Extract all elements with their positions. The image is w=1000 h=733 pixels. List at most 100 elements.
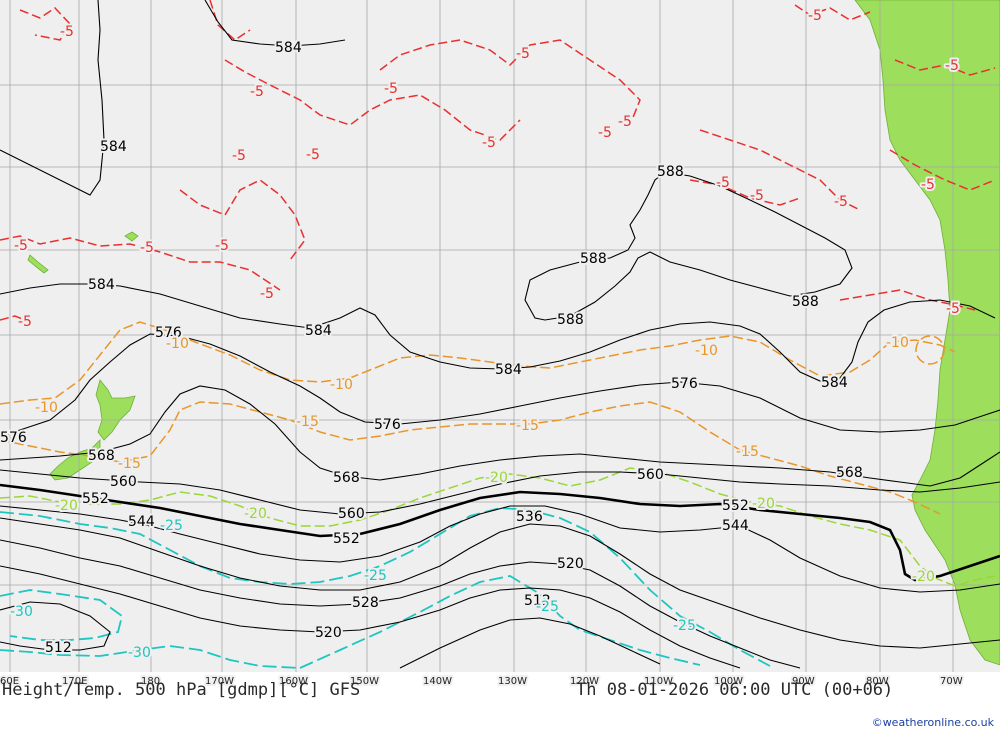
height-labels: 584 584 584 584 588 588 588 588 584 584 … bbox=[0, 38, 865, 658]
temp-label-minus10: -10 bbox=[886, 335, 909, 351]
temp-label-minus30: -30 bbox=[128, 645, 151, 661]
temp-label-minus5: -5 bbox=[945, 58, 959, 74]
isotherm-minus30-lines bbox=[0, 589, 124, 641]
height-label: 576 bbox=[155, 325, 182, 341]
height-contours bbox=[0, 0, 1000, 669]
height-label: 560 bbox=[637, 467, 664, 483]
height-label: 584 bbox=[275, 40, 302, 56]
height-label: 584 bbox=[88, 277, 115, 293]
height-label: 560 bbox=[110, 474, 137, 490]
temp-label-minus15: -15 bbox=[118, 456, 141, 472]
temp-label-minus20: -20 bbox=[485, 470, 508, 486]
height-label: 568 bbox=[836, 465, 863, 481]
longitude-label: 120W bbox=[570, 676, 599, 687]
longitude-label: 180 bbox=[141, 676, 160, 687]
fiji-island bbox=[124, 231, 139, 242]
temp-label-minus5: -5 bbox=[834, 194, 848, 210]
temp-label-minus30: -30 bbox=[10, 604, 33, 620]
temp-label-minus10: -10 bbox=[330, 377, 353, 393]
temp-label-minus5: -5 bbox=[215, 238, 229, 254]
map-title: Height/Temp. 500 hPa [gdmp][°C] GFS bbox=[2, 680, 361, 700]
land-masses bbox=[27, 0, 1000, 666]
temp-label-minus15: -15 bbox=[516, 418, 539, 434]
height-label: 584 bbox=[100, 139, 127, 155]
temperature-labels: -5 -5 -5 -5 -5 -5 -5 -5 -5 -5 -5 -5 -5 -… bbox=[8, 6, 962, 663]
height-label: 584 bbox=[305, 323, 332, 339]
longitude-labels: 60E 170E 180 170W 160W 150W 140W 130W 12… bbox=[0, 674, 965, 689]
temp-label-minus5: -5 bbox=[516, 46, 530, 62]
height-label: 552 bbox=[333, 531, 360, 547]
temp-label-minus5: -5 bbox=[808, 8, 822, 24]
longitude-label: 60E bbox=[0, 676, 19, 687]
height-label: 512 bbox=[524, 593, 551, 609]
temp-label-minus20: -20 bbox=[244, 506, 267, 522]
longitude-label: 170W bbox=[205, 676, 234, 687]
temp-label-minus5: -5 bbox=[140, 240, 154, 256]
temp-label-minus15: -15 bbox=[296, 414, 319, 430]
isotherm-minus20-lines bbox=[0, 467, 996, 587]
height-label: 520 bbox=[315, 625, 342, 641]
longitude-label: 170E bbox=[62, 676, 87, 687]
sea-background bbox=[0, 0, 1000, 672]
temp-label-minus25: -25 bbox=[364, 568, 387, 584]
contour-568 bbox=[0, 385, 1000, 487]
temp-label-minus5: -5 bbox=[482, 135, 496, 151]
temp-label-minus5: -5 bbox=[60, 24, 74, 40]
temp-label-minus5: -5 bbox=[716, 175, 730, 191]
height-label: 568 bbox=[88, 448, 115, 464]
longitude-label: 130W bbox=[498, 676, 527, 687]
temp-label-minus25: -25 bbox=[160, 518, 183, 534]
new-zealand-north-island bbox=[95, 379, 136, 441]
new-caledonia bbox=[27, 254, 49, 274]
height-label: 568 bbox=[333, 470, 360, 486]
longitude-label: 90W bbox=[792, 676, 815, 687]
contour-512-west bbox=[0, 601, 111, 651]
height-label: 588 bbox=[657, 164, 684, 180]
height-label: 584 bbox=[495, 362, 522, 378]
graticule bbox=[0, 0, 1000, 672]
longitude-label: 100W bbox=[714, 676, 743, 687]
temp-label-minus5: -5 bbox=[306, 147, 320, 163]
longitude-label: 110W bbox=[644, 676, 673, 687]
height-label: 528 bbox=[352, 595, 379, 611]
temp-label-minus5: -5 bbox=[260, 286, 274, 302]
contour-584-main bbox=[0, 283, 996, 382]
height-label: 576 bbox=[671, 376, 698, 392]
contour-528 bbox=[0, 539, 801, 669]
temp-label-minus5: -5 bbox=[14, 238, 28, 254]
height-label: 520 bbox=[557, 556, 584, 572]
contour-588-closed bbox=[524, 171, 853, 321]
temp-label-minus5: -5 bbox=[618, 114, 632, 130]
longitude-label: 140W bbox=[423, 676, 452, 687]
height-label: 536 bbox=[516, 509, 543, 525]
south-america-land bbox=[854, 0, 1000, 666]
new-zealand-south-island bbox=[49, 439, 101, 481]
longitude-label: 80W bbox=[866, 676, 889, 687]
temp-label-minus25: -25 bbox=[536, 599, 559, 615]
contour-520 bbox=[0, 565, 741, 669]
longitude-label: 150W bbox=[350, 676, 379, 687]
height-label: 588 bbox=[557, 312, 584, 328]
temp-label-minus10: -10 bbox=[35, 400, 58, 416]
contour-544 bbox=[0, 505, 1000, 593]
longitude-label: 70W bbox=[940, 676, 963, 687]
isotherm-minus10-lines bbox=[0, 321, 956, 405]
isotherm-minus5-lines bbox=[0, 0, 996, 323]
temp-label-minus5: -5 bbox=[18, 314, 32, 330]
isotherm-minus25-lines bbox=[0, 507, 771, 669]
temp-label-minus10: -10 bbox=[695, 343, 718, 359]
contour-584-north bbox=[204, 0, 346, 47]
temp-label-minus20: -20 bbox=[752, 496, 775, 512]
contour-584-west bbox=[0, 0, 105, 196]
contour-536 bbox=[0, 517, 1000, 649]
height-label: 588 bbox=[580, 251, 607, 267]
contour-552-bold bbox=[0, 483, 1000, 582]
valid-time: Th 08-01-2026 06:00 UTC (00+06) bbox=[576, 680, 894, 700]
temp-label-minus15: -15 bbox=[736, 444, 759, 460]
temp-label-minus5: -5 bbox=[946, 301, 960, 317]
contour-512-east bbox=[399, 617, 661, 669]
height-label: 552 bbox=[722, 498, 749, 514]
height-label: 588 bbox=[792, 294, 819, 310]
temp-label-minus5: -5 bbox=[250, 84, 264, 100]
